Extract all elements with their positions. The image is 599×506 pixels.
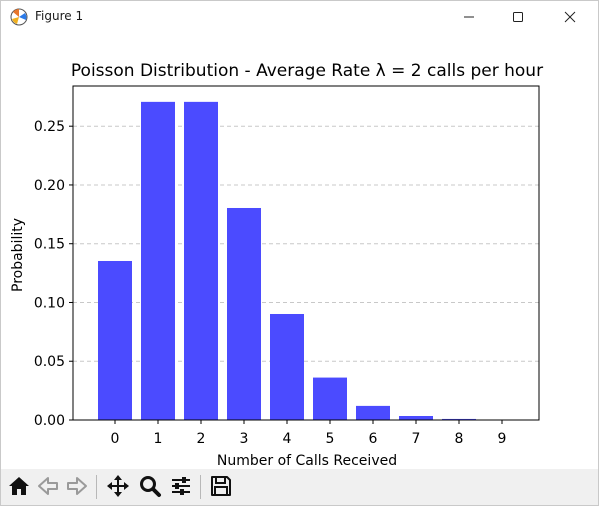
bar-7 [399,416,433,420]
y-tick-label: 0.20 [34,178,65,194]
x-tick-label: 2 [197,431,206,447]
back-icon [36,474,60,502]
window-title: Figure 1 [35,9,84,23]
y-tick-label: 0.25 [34,119,65,135]
x-tick-label: 6 [369,431,378,447]
forward-icon [65,474,89,502]
y-axis-ticks: 0.00 0.05 0.10 0.15 0.20 0.25 [34,119,73,429]
x-tick-label: 1 [154,431,163,447]
bar-6 [356,405,390,420]
figure-canvas[interactable]: Poisson Distribution - Average Rate λ = … [1,33,598,469]
x-tick-label: 3 [240,431,249,447]
pan-button[interactable] [105,475,131,501]
matplotlib-figure-icon [10,8,28,26]
y-tick-label: 0.10 [34,295,65,311]
forward-button[interactable] [64,475,90,501]
close-icon [564,11,576,23]
bar-3 [227,207,261,420]
zoom-button[interactable] [137,475,163,501]
bar-1 [141,101,175,420]
configure-subplots-icon [169,474,193,502]
close-button[interactable] [547,1,593,33]
x-axis-ticks: 0 1 2 3 4 5 6 7 8 9 [111,420,507,447]
x-tick-label: 9 [498,431,507,447]
bar-5 [313,377,347,420]
x-tick-label: 0 [111,431,120,447]
y-tick-label: 0.05 [34,354,65,370]
zoom-icon [138,474,162,502]
x-tick-label: 5 [326,431,335,447]
bar-0 [98,260,132,420]
minimize-icon [463,11,475,23]
home-icon [7,474,31,502]
chart-title: Poisson Distribution - Average Rate λ = … [71,61,543,81]
pan-icon [106,474,130,502]
navigation-toolbar [1,469,598,505]
y-tick-label: 0.15 [34,237,65,253]
save-button[interactable] [208,475,234,501]
x-tick-label: 4 [283,431,292,447]
save-icon [209,474,233,502]
x-axis-label: Number of Calls Received [217,453,397,469]
bar-chart: Poisson Distribution - Average Rate λ = … [10,61,543,469]
home-button[interactable] [6,475,32,501]
configure-subplots-button[interactable] [168,475,194,501]
title-bar[interactable]: Figure 1 [1,1,598,33]
bar-4 [270,313,304,420]
maximize-icon [512,11,524,23]
x-tick-label: 8 [455,431,464,447]
y-tick-label: 0.00 [34,413,65,429]
minimize-button[interactable] [446,1,492,33]
bar-2 [184,101,218,420]
back-button[interactable] [35,475,61,501]
y-axis-label: Probability [10,218,26,292]
toolbar-separator [200,475,201,499]
bar-8 [442,418,476,420]
plot-frame [72,85,540,421]
bars [98,101,519,420]
maximize-button[interactable] [495,1,541,33]
toolbar-separator [96,475,97,499]
x-tick-label: 7 [412,431,421,447]
